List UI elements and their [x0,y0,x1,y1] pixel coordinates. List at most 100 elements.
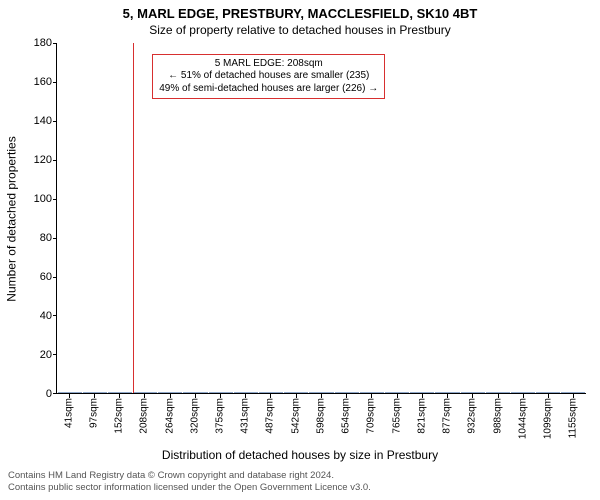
bar-fill [461,392,485,393]
x-tick: 877sqm [435,394,460,448]
chart-title: 5, MARL EDGE, PRESTBURY, MACCLESFIELD, S… [0,6,600,21]
y-axis-label-col: Number of detached properties [0,43,24,394]
bar-fill [183,392,207,393]
bar-fill [410,392,434,393]
y-axis-ticks: 020406080100120140160180 [24,43,56,394]
x-axis-label: Distribution of detached houses by size … [0,448,600,462]
bar-fill [309,392,333,393]
annotation-line: 5 MARL EDGE: 208sqm [159,58,378,71]
marker-line [133,43,134,393]
bar-fill [511,392,535,393]
x-tick-label: 821sqm [416,398,427,434]
x-tick: 1099sqm [535,394,560,448]
plot-inner: 5 MARL EDGE: 208sqm← 51% of detached hou… [56,43,586,394]
x-tick: 1155sqm [561,394,586,448]
y-tick-mark [53,199,57,200]
y-tick-label: 60 [40,271,52,283]
x-tick: 97sqm [81,394,106,448]
bar-fill [259,392,283,393]
chart-body: Number of detached properties 0204060801… [0,37,600,394]
x-tick: 542sqm [283,394,308,448]
x-tick-label: 152sqm [114,398,125,434]
bar-fill [158,392,182,393]
y-tick-label: 80 [40,232,52,244]
x-tick-label: 375sqm [215,398,226,434]
y-tick-label: 120 [34,154,52,166]
x-tick: 988sqm [485,394,510,448]
x-tick-label: 1099sqm [543,398,554,439]
x-tick: 41sqm [56,394,81,448]
chart-container: 5, MARL EDGE, PRESTBURY, MACCLESFIELD, S… [0,0,600,500]
x-tick: 320sqm [182,394,207,448]
x-tick-label: 765sqm [391,398,402,434]
x-tick-label: 264sqm [164,398,175,434]
bar-fill [561,392,585,393]
y-tick-label: 40 [40,310,52,322]
bar-fill [486,392,510,393]
x-tick: 208sqm [132,394,157,448]
footer-line-1: Contains HM Land Registry data © Crown c… [8,470,592,482]
x-tick-label: 97sqm [88,398,99,428]
y-tick-label: 180 [34,37,52,49]
y-tick-label: 20 [40,349,52,361]
footer: Contains HM Land Registry data © Crown c… [0,466,600,500]
y-tick-mark [53,315,57,316]
x-axis-ticks: 41sqm 97sqm 152sqm 208sqm 264sqm 320sqm 375sqm… [56,394,586,448]
y-tick-label: 100 [34,193,52,205]
x-tick-label: 932sqm [467,398,478,434]
chart-subtitle: Size of property relative to detached ho… [0,23,600,37]
bar-fill [385,392,409,393]
x-tick: 709sqm [359,394,384,448]
x-tick: 375sqm [207,394,232,448]
x-tick-label: 1155sqm [568,398,579,438]
x-tick-label: 41sqm [63,398,74,428]
y-tick-label: 140 [34,115,52,127]
x-spacer-right [586,394,600,448]
bar-fill [58,392,82,393]
x-tick-label: 487sqm [265,398,276,434]
x-tick: 765sqm [384,394,409,448]
x-tick-label: 320sqm [189,398,200,434]
annotation-box: 5 MARL EDGE: 208sqm← 51% of detached hou… [152,54,385,100]
x-tick: 821sqm [409,394,434,448]
bar-fill [108,392,132,393]
bar-fill [335,392,359,393]
x-tick-label: 431sqm [240,398,251,434]
y-tick-mark [53,121,57,122]
y-tick-mark [53,354,57,355]
x-tick: 264sqm [157,394,182,448]
x-tick: 1044sqm [510,394,535,448]
plot-area: 5 MARL EDGE: 208sqm← 51% of detached hou… [56,43,586,394]
x-tick-label: 542sqm [290,398,301,434]
x-axis-row: 41sqm 97sqm 152sqm 208sqm 264sqm 320sqm 375sqm… [0,394,600,448]
bar-fill [133,392,157,393]
bar-fill [209,392,233,393]
y-tick-mark [53,43,57,44]
bar-fill [360,392,384,393]
y-tick-mark [53,238,57,239]
x-tick-label: 208sqm [139,398,150,434]
y-tick-mark [53,82,57,83]
x-tick-label: 1044sqm [517,398,528,439]
annotation-line: ← 51% of detached houses are smaller (23… [159,70,378,83]
x-tick: 431sqm [233,394,258,448]
x-tick-label: 654sqm [341,398,352,434]
x-spacer-left [0,394,56,448]
x-tick-label: 598sqm [315,398,326,434]
y-axis-label: Number of detached properties [5,136,19,301]
bar-fill [435,392,459,393]
bar-fill [536,392,560,393]
x-tick-label: 709sqm [366,398,377,434]
bar-fill [234,392,258,393]
bar-fill [284,392,308,393]
y-tick-label: 0 [46,388,52,400]
footer-line-2: Contains public sector information licen… [8,482,592,494]
y-tick-mark [53,277,57,278]
x-tick: 598sqm [308,394,333,448]
y-tick-label: 160 [34,76,52,88]
y-tick-mark [53,160,57,161]
annotation-line: 49% of semi-detached houses are larger (… [159,83,378,96]
x-tick-label: 988sqm [492,398,503,434]
bar-fill [83,392,107,393]
x-tick: 932sqm [460,394,485,448]
